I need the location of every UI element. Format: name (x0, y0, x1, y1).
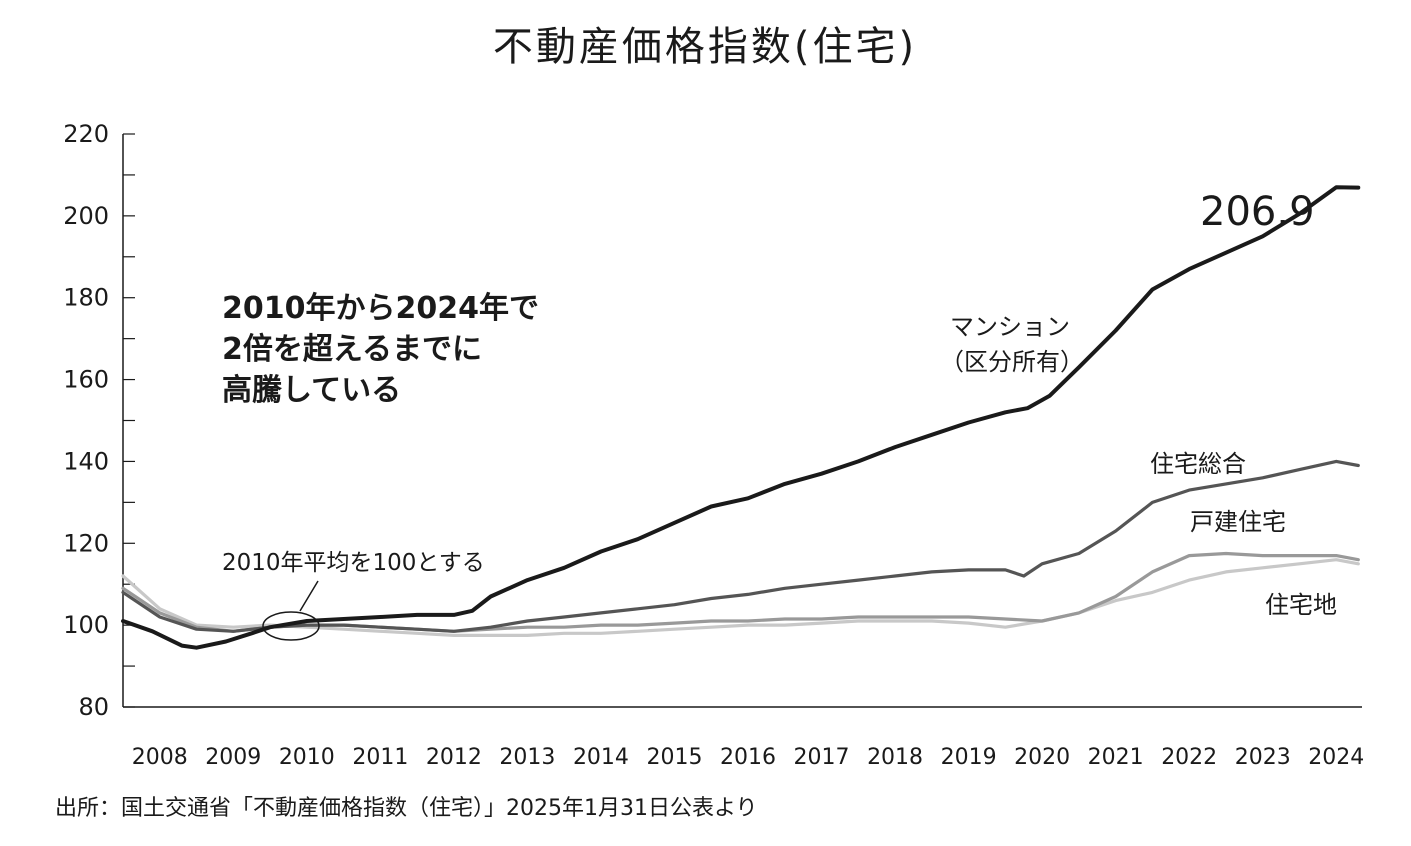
land-label: 住宅地 (1265, 591, 1337, 619)
x-tick-label: 2012 (426, 745, 482, 770)
headline-line-2: 2倍を超えるまでに (222, 332, 482, 367)
y-tick-label: 160 (63, 366, 109, 394)
headline-line-1: 2010年から2024年で (222, 291, 539, 326)
mansion-label-line-1: マンション (950, 313, 1070, 341)
x-tick-label: 2021 (1088, 745, 1144, 770)
x-tick-label: 2023 (1235, 745, 1291, 770)
series-line-1 (121, 459, 1360, 633)
x-tick-label: 2010 (279, 745, 335, 770)
detached-label: 戸建住宅 (1190, 508, 1286, 536)
x-tick-label: 2014 (573, 745, 629, 770)
y-tick-label: 220 (63, 120, 109, 148)
x-tick-label: 2008 (132, 745, 188, 770)
x-tick-label: 2024 (1308, 745, 1364, 770)
final-value-label: 206.9 (1200, 189, 1315, 235)
y-tick-label: 180 (63, 284, 109, 312)
series-line-0 (121, 185, 1361, 650)
y-tick-label: 80 (78, 693, 109, 721)
source-note: 出所：国土交通省「不動産価格指数（住宅）」2025年1月31日公表より (55, 796, 758, 821)
baseline-ellipse (262, 611, 320, 641)
mansion-label-line-2: （区分所有） (940, 348, 1084, 376)
x-tick-label: 2016 (720, 745, 776, 770)
axes: 80 100 120 140 160 180 200 220 2008 2009 2010 2011 2… (63, 120, 1364, 770)
series-line-3 (121, 558, 1360, 638)
x-tick-label: 2015 (646, 745, 702, 770)
total-label: 住宅総合 (1150, 450, 1246, 478)
baseline-leader (299, 580, 319, 612)
baseline-note: 2010年平均を100とする (222, 550, 485, 576)
x-tick-label: 2022 (1161, 745, 1217, 770)
series-layer (121, 185, 1361, 650)
x-tick-label: 2009 (205, 745, 261, 770)
x-tick-label: 2017 (794, 745, 850, 770)
x-tick-label: 2018 (867, 745, 923, 770)
x-tick-label: 2013 (499, 745, 555, 770)
y-tick-label: 100 (63, 611, 109, 639)
x-tick-label: 2020 (1014, 745, 1070, 770)
chart-title: 不動産価格指数(住宅) (493, 24, 917, 70)
y-tick-label: 140 (63, 447, 109, 475)
y-tick-label: 120 (63, 529, 109, 557)
headline-line-3: 高騰している (222, 373, 401, 408)
y-tick-label: 200 (63, 202, 109, 230)
x-tick-label: 2011 (352, 745, 408, 770)
x-tick-label: 2019 (941, 745, 997, 770)
